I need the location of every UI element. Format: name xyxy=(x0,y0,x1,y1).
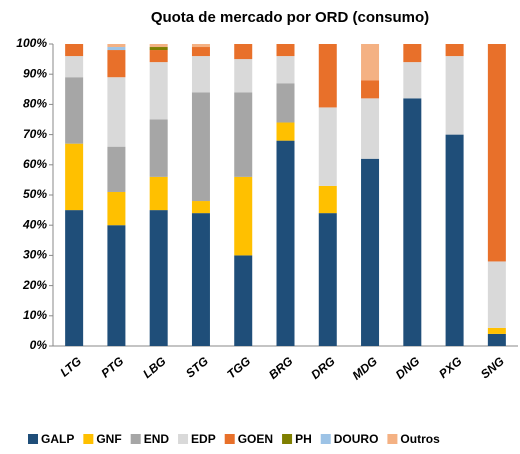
legend-swatch xyxy=(28,434,38,444)
bar-segment xyxy=(234,59,253,93)
legend-label: EDP xyxy=(191,432,216,446)
bar-segment xyxy=(149,119,168,177)
legend-label: DOURO xyxy=(334,432,379,446)
legend-swatch xyxy=(224,434,235,444)
bar-segment xyxy=(107,191,126,226)
legend-swatch xyxy=(178,434,189,444)
bar-segment xyxy=(65,56,84,78)
y-tick-label: 100% xyxy=(16,36,47,50)
x-tick-label: PTG xyxy=(98,354,126,381)
bar-segment xyxy=(318,107,337,186)
bar-segment xyxy=(191,47,210,57)
bar-segment xyxy=(149,176,168,211)
y-tick-label: 90% xyxy=(23,66,47,80)
bar-segment xyxy=(361,158,380,346)
legend-label: Outros xyxy=(400,432,440,446)
legend-swatch xyxy=(130,434,141,444)
bar-segment xyxy=(487,44,506,262)
bar-segment xyxy=(107,225,126,346)
bar-segment xyxy=(149,47,168,51)
bar-segment xyxy=(234,255,253,346)
bar-segment xyxy=(276,83,295,123)
x-tick-label: STG xyxy=(183,354,211,381)
bar-segment xyxy=(487,327,506,334)
x-tick-label: SNG xyxy=(478,354,507,381)
bar-segment xyxy=(107,47,126,51)
bar-segment xyxy=(191,213,210,346)
bar-segment xyxy=(107,44,126,48)
x-tick-label: BRG xyxy=(266,354,295,382)
legend-label: PH xyxy=(295,432,312,446)
bar-segment xyxy=(487,333,506,346)
y-tick-label: 40% xyxy=(22,217,47,231)
bar-segment xyxy=(234,92,253,177)
y-tick-label: 0% xyxy=(30,338,48,352)
bar-segment xyxy=(361,44,380,81)
bar-segment xyxy=(65,77,84,144)
bar-segment xyxy=(107,50,126,78)
bar-segment xyxy=(65,143,84,211)
bar-segment xyxy=(318,213,337,346)
bar-segment xyxy=(149,44,168,48)
bar-segment xyxy=(487,261,506,328)
bar-segment xyxy=(149,62,168,120)
y-tick-label: 10% xyxy=(23,308,47,322)
bar-segment xyxy=(149,210,168,346)
legend-swatch xyxy=(83,434,94,444)
chart-title: Quota de mercado por ORD (consumo) xyxy=(151,9,429,26)
bar-segment xyxy=(234,176,253,256)
legend-swatch xyxy=(320,434,331,444)
y-tick-label: 50% xyxy=(23,187,47,201)
bar-segment xyxy=(318,44,337,108)
x-tick-label: LTG xyxy=(57,354,84,380)
y-tick-label: 70% xyxy=(23,127,47,141)
bar-segment xyxy=(361,80,380,99)
bar-segment xyxy=(149,50,168,63)
bar-segment xyxy=(403,98,422,346)
x-tick-label: TGG xyxy=(224,354,253,381)
bar-segment xyxy=(107,146,126,192)
bar-segment xyxy=(191,92,210,202)
bar-segment xyxy=(361,98,380,159)
legend-label: GOEN xyxy=(238,432,273,446)
legend-label: END xyxy=(144,432,170,446)
bar-segment xyxy=(191,201,210,214)
x-tick-label: MDG xyxy=(350,354,380,383)
bar-segment xyxy=(234,44,253,60)
legend-swatch xyxy=(387,434,398,444)
x-tick-label: DNG xyxy=(393,354,422,382)
bar-segment xyxy=(403,44,422,63)
x-tick-label: LBG xyxy=(140,354,168,381)
bar-segment xyxy=(318,185,337,214)
bar-segment xyxy=(276,140,295,346)
bar-segment xyxy=(445,134,464,346)
legend-swatch xyxy=(282,434,293,444)
bar-segment xyxy=(445,56,464,135)
legend-label: GALP xyxy=(41,432,74,446)
y-tick-label: 30% xyxy=(23,248,47,262)
bar-segment xyxy=(191,56,210,93)
y-tick-label: 20% xyxy=(22,278,47,292)
y-tick-label: 80% xyxy=(23,97,47,111)
bar-segment xyxy=(65,44,84,57)
bar-segment xyxy=(191,44,210,48)
legend-label: GNF xyxy=(96,432,121,446)
x-tick-label: PXG xyxy=(436,354,464,381)
y-tick-label: 60% xyxy=(23,157,47,171)
x-tick-label: DRG xyxy=(308,354,337,382)
bar-segment xyxy=(445,44,464,57)
bar-segment xyxy=(107,77,126,147)
bar-segment xyxy=(276,44,295,57)
bar-segment xyxy=(276,122,295,141)
bar-segment xyxy=(276,56,295,84)
bar-segment xyxy=(403,62,422,99)
bar-segment xyxy=(65,210,84,346)
